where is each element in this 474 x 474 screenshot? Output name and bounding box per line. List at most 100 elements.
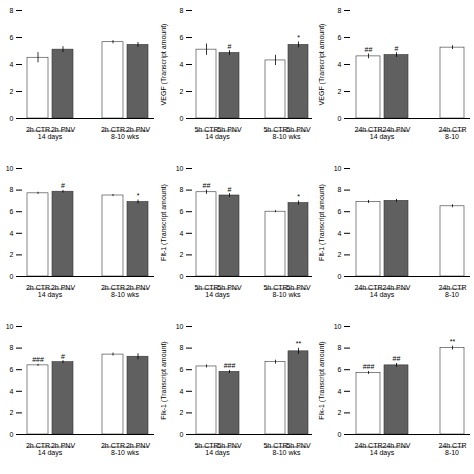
svg-text:0: 0 <box>180 431 184 438</box>
svg-text:8-10: 8-10 <box>445 449 459 456</box>
svg-text:14 days: 14 days <box>370 291 395 299</box>
svg-text:0: 0 <box>180 115 184 122</box>
svg-text:#: # <box>61 182 65 189</box>
svg-text:8: 8 <box>10 186 14 193</box>
svg-text:#: # <box>395 45 399 52</box>
svg-text:8-10 wks: 8-10 wks <box>272 291 301 298</box>
svg-text:Flk-1 (Transcript amount): Flk-1 (Transcript amount) <box>318 341 326 419</box>
html-text:24h CTR 24h PNV: 24h CTR 24h PNV <box>354 126 411 134</box>
svg-text:4: 4 <box>338 61 342 68</box>
svg-text:8-10 wks: 8-10 wks <box>272 449 301 456</box>
svg-text:**: ** <box>296 340 302 347</box>
svg-text:VEGF (Transcript amount): VEGF (Transcript amount) <box>160 24 168 106</box>
svg-text:*: * <box>137 192 140 199</box>
svg-text:0: 0 <box>10 431 14 438</box>
svg-text:###: ### <box>363 363 375 370</box>
svg-text:0: 0 <box>180 273 184 280</box>
svg-text:14 days: 14 days <box>38 133 63 141</box>
svg-text:8: 8 <box>180 344 184 351</box>
svg-text:6: 6 <box>10 208 14 215</box>
svg-text:4: 4 <box>338 230 342 237</box>
svg-text:**: ** <box>450 338 456 345</box>
svg-text:4: 4 <box>180 230 184 237</box>
svg-text:10: 10 <box>334 323 342 330</box>
svg-text:2: 2 <box>10 88 14 95</box>
svg-text:14 days: 14 days <box>205 133 230 141</box>
svg-text:#: # <box>228 43 232 50</box>
svg-text:8: 8 <box>180 186 184 193</box>
svg-text:4: 4 <box>10 61 14 68</box>
svg-text:Flk-1 (Transcript amount): Flk-1 (Transcript amount) <box>160 341 168 419</box>
svg-text:2: 2 <box>180 251 184 258</box>
svg-text:10: 10 <box>6 165 14 172</box>
svg-text:2: 2 <box>338 409 342 416</box>
svg-text:8: 8 <box>338 186 342 193</box>
html-text:5h CTR 5h PNV: 5h CTR 5h PNV <box>194 284 242 292</box>
svg-text:6: 6 <box>10 34 14 41</box>
svg-text:10: 10 <box>176 165 184 172</box>
svg-text:4: 4 <box>10 230 14 237</box>
html-text:2h CTR 2h PNV: 2h CTR 2h PNV <box>100 284 151 292</box>
svg-text:#: # <box>228 186 232 193</box>
svg-text:###: ### <box>224 362 236 369</box>
svg-text:14 days: 14 days <box>370 449 395 457</box>
svg-text:14 days: 14 days <box>38 449 63 457</box>
svg-text:6: 6 <box>338 366 342 373</box>
svg-text:Flt-1 (Transcript amount): Flt-1 (Transcript amount) <box>160 184 168 261</box>
svg-text:6: 6 <box>338 34 342 41</box>
html-text:2h CTR 2h PNV: 2h CTR 2h PNV <box>25 126 76 134</box>
svg-text:0: 0 <box>10 273 14 280</box>
svg-text:10: 10 <box>334 165 342 172</box>
svg-text:6: 6 <box>10 366 14 373</box>
svg-text:4: 4 <box>338 388 342 395</box>
svg-text:8-10 wks: 8-10 wks <box>111 449 140 456</box>
svg-text:10: 10 <box>6 323 14 330</box>
svg-text:*: * <box>297 34 300 41</box>
svg-text:4: 4 <box>180 388 184 395</box>
svg-text:8-10 wks: 8-10 wks <box>111 133 140 140</box>
svg-text:10: 10 <box>176 323 184 330</box>
svg-text:4: 4 <box>180 61 184 68</box>
svg-text:24h CTR: 24h CTR <box>438 126 467 134</box>
svg-text:8-10: 8-10 <box>445 133 459 140</box>
svg-text:0: 0 <box>338 115 342 122</box>
svg-text:6: 6 <box>180 34 184 41</box>
svg-text:8: 8 <box>10 7 14 14</box>
html-text:5h CTR 5h PNV: 5h CTR 5h PNV <box>194 126 242 134</box>
svg-text:2: 2 <box>10 251 14 258</box>
svg-text:##: ## <box>393 355 401 362</box>
svg-text:VEGF (Transcript amount): VEGF (Transcript amount) <box>318 24 326 106</box>
svg-text:8-10: 8-10 <box>445 291 459 298</box>
svg-text:6: 6 <box>338 208 342 215</box>
svg-text:0: 0 <box>338 431 342 438</box>
svg-text:*: * <box>297 193 300 200</box>
html-text:5h CTR 5h PNV: 5h CTR 5h PNV <box>263 126 311 134</box>
svg-text:##: ## <box>365 46 373 53</box>
svg-text:8-10 wks: 8-10 wks <box>111 291 140 298</box>
svg-text:2: 2 <box>180 409 184 416</box>
svg-text:2: 2 <box>338 88 342 95</box>
svg-text:8: 8 <box>338 7 342 14</box>
svg-text:###: ### <box>32 356 44 363</box>
svg-text:8: 8 <box>10 344 14 351</box>
svg-text:6: 6 <box>180 366 184 373</box>
html-text:2h CTR 2h PNV: 2h CTR 2h PNV <box>25 284 76 292</box>
svg-text:0: 0 <box>338 273 342 280</box>
svg-text:2: 2 <box>180 88 184 95</box>
svg-text:8: 8 <box>338 344 342 351</box>
html-text:2h CTR 2h PNV: 2h CTR 2h PNV <box>100 126 151 134</box>
svg-text:2: 2 <box>10 409 14 416</box>
svg-text:14 days: 14 days <box>205 291 230 299</box>
svg-text:6: 6 <box>180 208 184 215</box>
svg-text:8-10 wks: 8-10 wks <box>272 133 301 140</box>
svg-text:Flt-1 (Transcript amount): Flt-1 (Transcript amount) <box>318 184 326 261</box>
svg-text:2: 2 <box>338 251 342 258</box>
svg-text:14 days: 14 days <box>205 449 230 457</box>
svg-text:14 days: 14 days <box>38 291 63 299</box>
svg-text:8: 8 <box>180 7 184 14</box>
svg-text:0: 0 <box>10 115 14 122</box>
svg-text:#: # <box>61 353 65 360</box>
svg-text:14 days: 14 days <box>370 133 395 141</box>
svg-text:4: 4 <box>10 388 14 395</box>
svg-text:##: ## <box>203 182 211 189</box>
